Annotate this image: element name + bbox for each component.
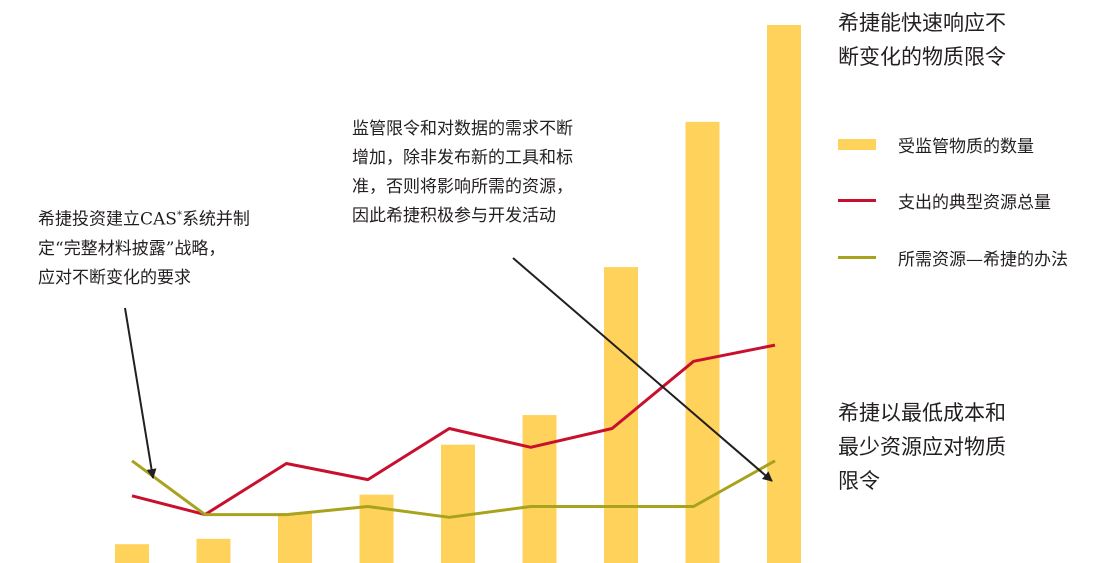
bar-6: [522, 415, 557, 563]
bar-4: [359, 494, 394, 563]
annotation-bottom-right: 希捷以最低成本和 最少资源应对物质 限令: [838, 396, 1006, 498]
bar-5: [441, 444, 475, 563]
series-line-resource-total: [131, 343, 776, 517]
arrow-left-annotation: [124, 307, 157, 479]
annotation-middle-line-2: 增加，除非发布新的工具和标: [352, 148, 573, 168]
annotation-bottom-right-line-3: 限令: [838, 469, 880, 493]
bar-2: [196, 538, 231, 563]
annotation-left-line-2: 定“完整材料披露”战略，: [38, 238, 226, 259]
legend-item-regulated-substances: 受监管物质的数量: [838, 131, 1034, 157]
annotation-bottom-right-line-1: 希捷以最低成本和: [838, 401, 1006, 425]
series-line-seagate-approach: [131, 459, 776, 519]
bars-group: [115, 25, 801, 563]
bar-7: [604, 267, 638, 563]
annotation-top-right-line-2: 断变化的物质限令: [838, 45, 1006, 69]
annotation-left-line-1b: 系统并制: [181, 209, 250, 230]
arrow-middle-annotation: [512, 257, 773, 482]
annotation-top-right-line-1: 希捷能快速响应不: [838, 11, 1006, 35]
bar-3: [278, 512, 312, 563]
bar-1: [115, 544, 149, 563]
annotation-left: 希捷投资建立CAS*系统并制 定“完整材料披露”战略， 应对不断变化的要求: [38, 201, 250, 293]
annotation-left-footnote-mark: *: [176, 210, 182, 221]
annotation-left-line-3: 应对不断变化的要求: [38, 267, 191, 288]
legend-label: 受监管物质的数量: [898, 136, 1034, 157]
legend-swatch-bar: [838, 138, 876, 150]
annotation-middle-line-3: 准，否则将影响所需的资源，: [352, 177, 573, 197]
legend-label: 支出的典型资源总量: [898, 192, 1051, 213]
bar-9: [767, 25, 801, 563]
legend-item-seagate-approach: 所需资源—希捷的办法: [838, 244, 1068, 270]
annotation-middle: 监管限令和对数据的需求不断 增加，除非发布新的工具和标 准，否则将影响所需的资源…: [352, 115, 573, 231]
annotation-bottom-right-line-2: 最少资源应对物质: [838, 435, 1006, 459]
bar-8: [685, 121, 720, 563]
legend-swatch-line: [838, 198, 876, 202]
annotation-middle-line-4: 因此希捷积极参与开发活动: [352, 206, 556, 226]
legend-swatch-line: [838, 255, 876, 259]
annotation-left-line-1: 希捷投资建立CAS: [38, 209, 177, 230]
annotation-middle-line-1: 监管限令和对数据的需求不断: [352, 119, 573, 139]
legend-label: 所需资源—希捷的办法: [898, 249, 1068, 270]
legend-item-resource-total: 支出的典型资源总量: [838, 187, 1051, 213]
annotation-top-right: 希捷能快速响应不 断变化的物质限令: [838, 6, 1006, 74]
